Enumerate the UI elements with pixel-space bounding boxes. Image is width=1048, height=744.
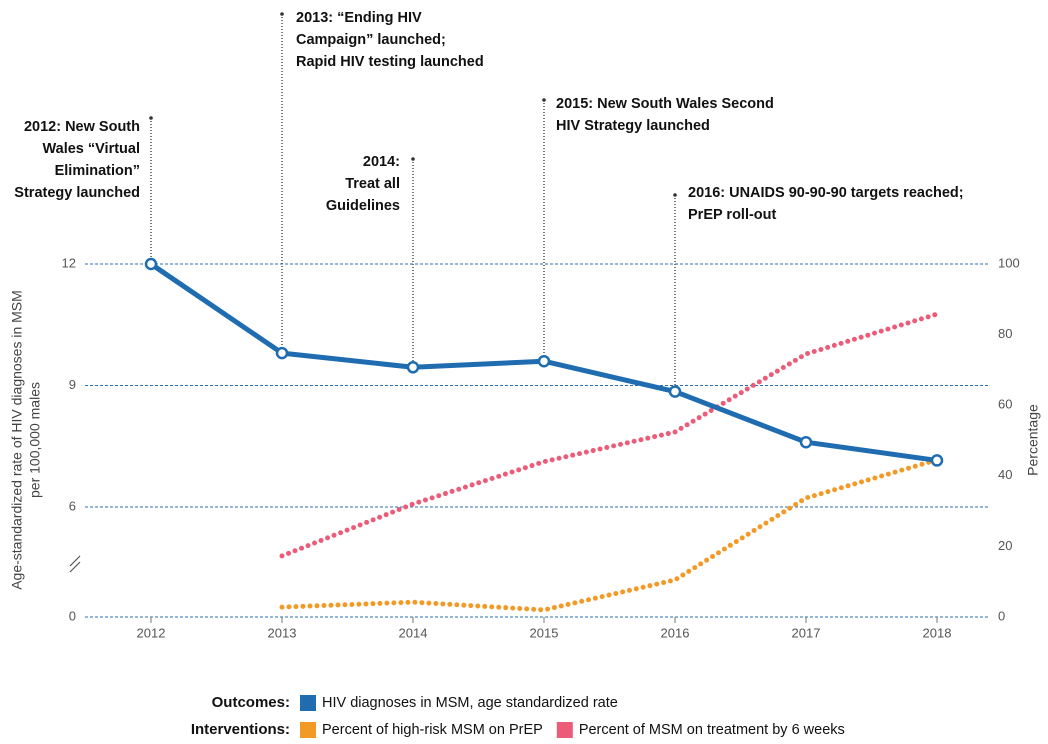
y2-tick-label: 100: [998, 255, 1020, 270]
annotation-dot: [411, 157, 415, 161]
y2-tick-label: 0: [998, 608, 1005, 623]
y2-tick-label: 60: [998, 397, 1012, 412]
point-marker: [668, 385, 682, 398]
annotation-dot: [542, 98, 546, 102]
annotation-text: 2016: UNAIDS 90-90-90 targets reached;: [688, 185, 964, 201]
legend-group-label: Interventions:: [191, 721, 290, 738]
x-tick-label: 2016: [661, 625, 690, 640]
series-line: [279, 311, 940, 559]
y-tick-label: 6: [69, 498, 76, 513]
x-tick-label: 2012: [137, 625, 166, 640]
point-marker: [537, 354, 551, 368]
point-marker: [930, 454, 944, 467]
x-tick-label: 2017: [792, 625, 821, 640]
x-tick-label: 2018: [923, 625, 952, 640]
annotation-dot: [149, 116, 153, 120]
annotation-text: Rapid HIV testing launched: [296, 54, 484, 70]
y-tick-label: 9: [69, 377, 76, 392]
annotation-text: Wales “Virtual: [42, 141, 140, 157]
legend-swatch: [300, 722, 316, 738]
annotation-text: PrEP roll-out: [688, 207, 777, 223]
x-tick-label: 2013: [268, 625, 297, 640]
series-line: [279, 457, 940, 613]
annotation-text: Campaign” launched;: [296, 32, 446, 48]
y-tick-label: 12: [62, 255, 76, 270]
annotation-text: HIV Strategy launched: [556, 118, 710, 134]
annotation-dot: [280, 12, 284, 16]
annotation-text: Guidelines: [326, 198, 400, 214]
point-marker: [799, 435, 813, 449]
legend-label: Percent of high-risk MSM on PrEP: [322, 722, 543, 738]
x-tick-label: 2015: [530, 625, 559, 640]
y2-tick-label: 80: [998, 326, 1012, 341]
legend-label: HIV diagnoses in MSM, age standardized r…: [322, 695, 618, 711]
legend-label: Percent of MSM on treatment by 6 weeks: [579, 722, 845, 738]
point-marker: [144, 257, 158, 271]
axis-break: [69, 555, 81, 573]
legend-swatch: [300, 695, 316, 711]
y-axis-label: Age-standardized rate of HIV diagnoses i…: [9, 290, 25, 590]
annotation-text: Strategy launched: [14, 185, 140, 201]
annotation-text: 2015: New South Wales Second: [556, 96, 774, 112]
point-marker: [406, 361, 420, 374]
y-tick-label: 0: [69, 608, 76, 623]
y2-tick-label: 20: [998, 538, 1012, 553]
annotation-text: Elimination”: [55, 163, 140, 179]
annotation-text: 2014:: [363, 154, 400, 170]
y-axis-label: per 100,000 males: [27, 382, 43, 498]
annotation-text: 2013: “Ending HIV: [296, 10, 422, 26]
annotation-text: 2012: New South: [24, 119, 140, 135]
y2-tick-label: 40: [998, 467, 1012, 482]
y2-axis-label: Percentage: [1025, 404, 1041, 476]
x-tick-label: 2014: [399, 625, 428, 640]
annotation-dot: [673, 193, 677, 197]
legend-group-label: Outcomes:: [212, 694, 290, 711]
annotation-text: Treat all: [345, 176, 400, 192]
legend-swatch: [556, 722, 573, 738]
point-marker: [275, 346, 289, 360]
